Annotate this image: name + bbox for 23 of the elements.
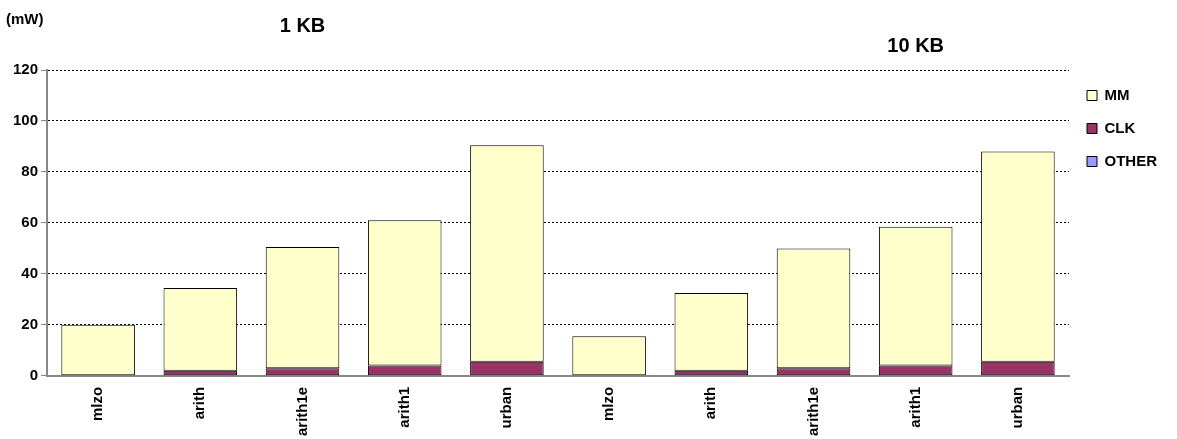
x-tick-label: arith1 — [394, 386, 412, 428]
y-tick-label: 100 — [13, 111, 39, 129]
x-tick-label: arith1e — [292, 386, 310, 437]
text: 1 KB — [279, 13, 326, 36]
y-tick-label: 20 — [21, 314, 39, 332]
x-tick-label: urban — [497, 386, 515, 429]
x-tick-label: arith1 — [905, 386, 923, 428]
legend-label: MM — [1104, 85, 1130, 103]
x-tick-label: urban — [1008, 386, 1026, 429]
x-tick-label: arith1e — [803, 386, 821, 437]
x-tick-label: arith — [701, 386, 719, 420]
legend-label: CLK — [1104, 118, 1136, 136]
y-tick-label: 0 — [29, 365, 39, 383]
x-tick-label: arith — [190, 386, 208, 420]
y-tick-label: 40 — [21, 264, 39, 282]
y-axis-title: (mW) — [6, 9, 44, 27]
x-tick-label: mlzo — [88, 386, 106, 421]
text: 10 KB — [887, 33, 945, 56]
y-tick-label: 60 — [21, 213, 39, 231]
x-tick-label: mlzo — [599, 386, 617, 421]
legend-label: OTHER — [1104, 151, 1158, 169]
y-tick-label: 80 — [21, 162, 39, 180]
y-tick-label: 120 — [13, 60, 39, 78]
